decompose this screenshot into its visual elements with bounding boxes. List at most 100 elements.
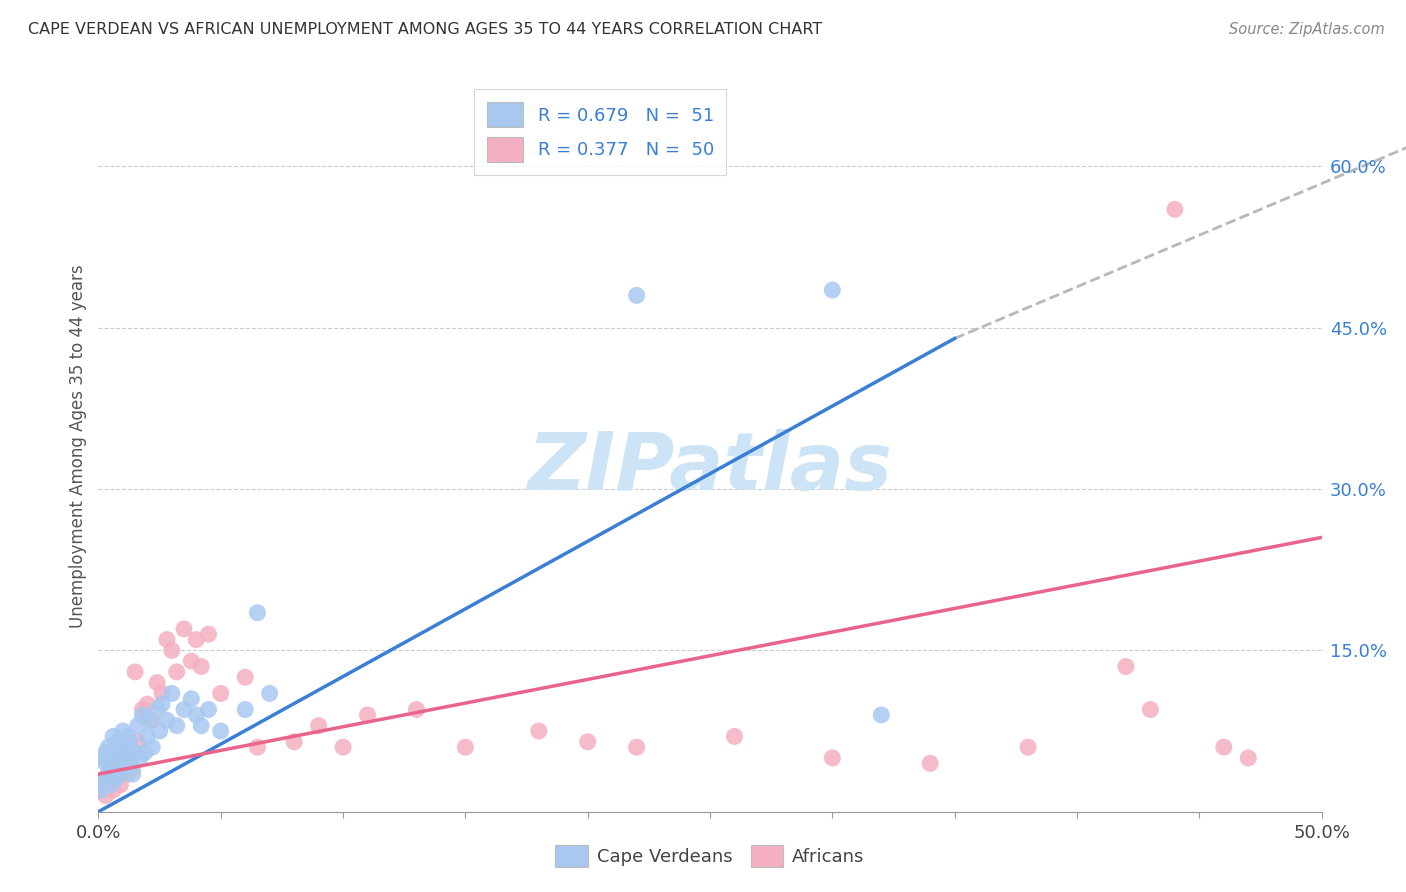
Point [124,665,146,679]
Point [107,756,129,771]
Point [246,740,269,755]
Point [1139,702,1161,716]
Point [723,730,745,744]
Point [136,697,159,711]
Point [180,691,202,706]
Point [107,735,129,749]
Point [114,740,136,755]
Point [156,632,179,647]
Point [141,740,163,755]
Point [166,665,188,679]
Point [120,735,142,749]
Point [356,707,378,722]
Point [186,632,208,647]
Point [1164,202,1187,217]
Point [259,686,281,700]
Point [101,730,124,744]
Point [90,783,112,797]
Point [626,740,648,755]
Point [97,767,120,781]
Point [127,735,149,749]
Point [1115,659,1137,673]
Point [97,778,120,792]
Legend: Cape Verdeans, Africans: Cape Verdeans, Africans [548,838,872,874]
Point [190,659,212,673]
Point [100,778,122,792]
Text: CAPE VERDEAN VS AFRICAN UNEMPLOYMENT AMONG AGES 35 TO 44 YEARS CORRELATION CHART: CAPE VERDEAN VS AFRICAN UNEMPLOYMENT AMO… [28,22,823,37]
Point [233,702,256,716]
Point [101,751,124,765]
Point [209,686,232,700]
Point [527,724,550,739]
Point [111,746,134,760]
Point [97,740,120,755]
Point [141,714,163,728]
Point [308,719,330,733]
Point [124,746,146,760]
Point [190,719,212,733]
Point [104,767,127,781]
Point [332,740,354,755]
Point [173,702,195,716]
Point [166,719,188,733]
Point [186,707,208,722]
Point [111,724,134,739]
Point [131,707,153,722]
Text: ZIPatlas: ZIPatlas [527,429,893,507]
Point [120,756,142,771]
Point [136,730,159,744]
Point [149,724,172,739]
Point [454,740,477,755]
Point [405,702,427,716]
Point [131,702,153,716]
Point [94,746,117,760]
Point [104,746,127,760]
Point [146,702,169,716]
Point [870,707,893,722]
Point [139,714,162,728]
Point [1212,740,1234,755]
Point [920,756,942,771]
Point [1017,740,1039,755]
Point [90,783,112,797]
Point [120,746,142,760]
Point [100,762,122,776]
Point [246,606,269,620]
Point [129,751,152,765]
Point [114,740,136,755]
Point [576,735,599,749]
Point [146,675,169,690]
Point [150,686,173,700]
Point [821,751,844,765]
Point [150,697,173,711]
Point [94,772,117,787]
Point [101,783,124,797]
Point [626,288,648,302]
Legend: R = 0.679   N =  51, R = 0.377   N =  50: R = 0.679 N = 51, R = 0.377 N = 50 [474,89,727,175]
Point [121,762,143,776]
Point [100,762,122,776]
Point [117,767,139,781]
Point [197,627,219,641]
Point [233,670,256,684]
Point [104,772,127,787]
Point [209,724,232,739]
Point [91,772,114,787]
Point [121,767,143,781]
Point [173,622,195,636]
Point [197,702,219,716]
Point [111,751,134,765]
Text: Source: ZipAtlas.com: Source: ZipAtlas.com [1229,22,1385,37]
Point [110,767,132,781]
Y-axis label: Unemployment Among Ages 35 to 44 years: Unemployment Among Ages 35 to 44 years [69,264,87,628]
Point [160,686,183,700]
Point [283,735,305,749]
Point [94,756,117,771]
Point [134,746,156,760]
Point [1237,751,1260,765]
Point [91,778,114,792]
Point [821,283,844,297]
Point [117,730,139,744]
Point [107,751,129,765]
Point [127,719,149,733]
